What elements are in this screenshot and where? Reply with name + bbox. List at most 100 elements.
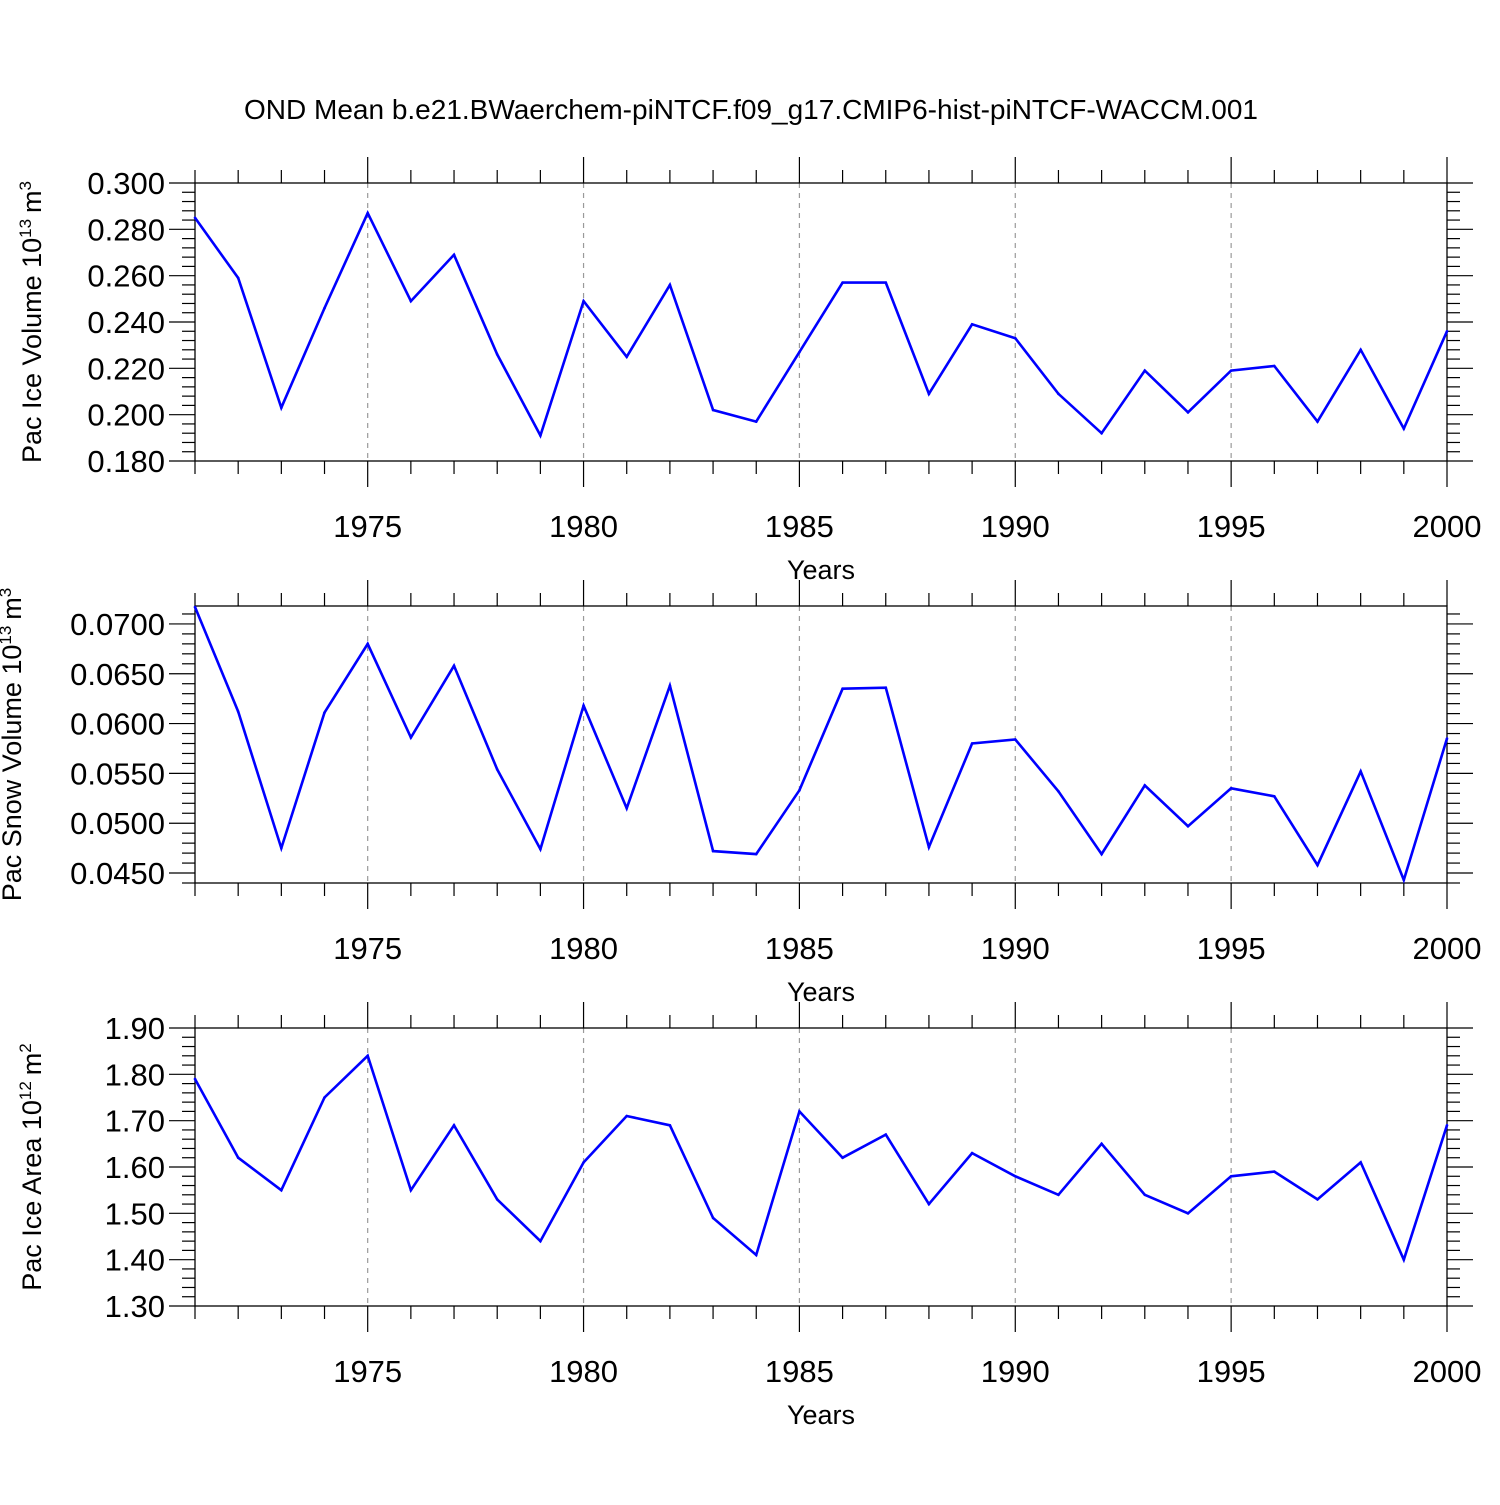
data-point [452, 664, 456, 668]
x-tick-label: 1975 [333, 931, 402, 966]
data-point [1359, 348, 1362, 352]
data-point [1402, 427, 1406, 430]
y-tick-label: 0.260 [87, 259, 165, 294]
data-point [1013, 738, 1017, 741]
panel-snow-volume: 0.0450 0.0500 0.0550 0.0600 0.0650 0.0700 1975… [0, 580, 1481, 1007]
data-point [1013, 336, 1017, 340]
x-tick-label: 1990 [981, 931, 1050, 966]
data-point [625, 806, 629, 810]
plot-frame [194, 182, 1448, 462]
chart-title: OND Mean b.e21.BWaerchem-piNTCF.f09_g17.… [244, 94, 1258, 125]
data-point [323, 1096, 326, 1099]
y-axis-label-unit-exponent: 2 [16, 1043, 35, 1052]
data-point [409, 299, 413, 303]
y-axis-label-text: Pac Ice Area 10 [17, 1100, 47, 1291]
y-tick-label: 1.30 [105, 1289, 165, 1324]
x-tick-label: 1995 [1197, 509, 1266, 544]
plot-frame [194, 605, 1448, 884]
data-point [841, 1156, 844, 1160]
data-point [970, 323, 974, 326]
x-tick-label: 1985 [765, 1354, 834, 1389]
data-point [1143, 1193, 1147, 1197]
data-point [1316, 420, 1319, 423]
x-tick-label: 1985 [765, 509, 834, 544]
data-point [798, 350, 801, 354]
data-point [1445, 1124, 1449, 1127]
y-tick-label: 0.240 [87, 305, 165, 340]
data-point [1445, 329, 1449, 333]
x-axis-label: Years [787, 555, 855, 585]
y-axis-label-exponent: 12 [16, 1081, 35, 1100]
y-axis-label-unit-exponent: 3 [16, 181, 35, 190]
data-point [193, 216, 197, 220]
data-point [927, 1202, 931, 1206]
data-point [625, 1114, 629, 1118]
data-point [711, 408, 715, 412]
series-line-ice-volume [193, 210, 1449, 439]
y-tick-label: 0.200 [87, 398, 165, 433]
data-point [539, 434, 542, 437]
data-point [495, 1198, 499, 1201]
data-point [539, 847, 542, 851]
data-point [1186, 1212, 1190, 1215]
data-point [323, 306, 326, 310]
x-tick-label: 1975 [333, 509, 402, 544]
y-tick-label: 0.300 [87, 166, 165, 201]
data-point [841, 281, 844, 284]
x-tick-label: 1980 [549, 1354, 618, 1389]
data-point [1100, 1142, 1103, 1146]
series-line-ice-area [193, 1053, 1449, 1264]
data-point [927, 845, 931, 849]
y-tick-label: 0.0500 [70, 806, 165, 841]
data-point [582, 704, 585, 707]
x-tick-label: 1980 [549, 931, 618, 966]
data-point [409, 1188, 413, 1192]
data-point [798, 789, 801, 792]
y-axis-label-text: Pac Ice Volume 10 [17, 238, 47, 463]
panel-ice-volume: 0.180 0.200 0.220 0.240 0.260 0.280 0.300 1975 1… [16, 157, 1481, 585]
data-point [1100, 852, 1103, 856]
data-point [754, 1253, 758, 1257]
data-point [193, 1077, 197, 1081]
data-point [841, 687, 844, 691]
data-point [539, 1239, 542, 1243]
y-axis-label: Pac Ice Area 1012 m2 [16, 1043, 47, 1291]
data-point [495, 353, 499, 356]
y-tick-label: 0.0450 [70, 856, 165, 891]
data-point [1229, 1174, 1233, 1178]
x-tick-label: 1995 [1197, 1354, 1266, 1389]
data-point [1273, 364, 1276, 368]
x-tick-label: 2000 [1413, 931, 1482, 966]
y-tick-label: 0.0600 [70, 707, 165, 742]
data-point [668, 1124, 672, 1127]
y-tick-label: 1.90 [105, 1011, 165, 1046]
data-point [280, 1188, 283, 1192]
plot-frame [194, 1027, 1448, 1307]
data-point [1143, 369, 1147, 372]
data-point [1273, 1170, 1276, 1173]
y-tick-label: 0.0550 [70, 756, 165, 791]
y-axis-label-exponent: 13 [0, 626, 15, 645]
data-point [366, 211, 369, 215]
data-point [970, 1151, 974, 1155]
y-tick-label: 1.50 [105, 1196, 165, 1231]
y-tick-label: 1.80 [105, 1057, 165, 1092]
y-tick-label: 1.60 [105, 1150, 165, 1185]
data-point [366, 1054, 369, 1058]
x-axis-label: Years [787, 977, 855, 1007]
data-point [1057, 1193, 1060, 1197]
data-point [711, 1216, 715, 1220]
data-point [625, 355, 629, 359]
y-axis-label-unit-exponent: 3 [0, 588, 15, 597]
y-axis-label-unit: m [17, 190, 47, 213]
data-point [884, 281, 888, 284]
data-point [1316, 863, 1319, 867]
y-tick-label: 0.0650 [70, 657, 165, 692]
data-point [754, 420, 758, 423]
x-tick-label: 1985 [765, 931, 834, 966]
data-point [798, 1110, 801, 1113]
data-point [1229, 787, 1233, 790]
data-point [452, 253, 456, 257]
